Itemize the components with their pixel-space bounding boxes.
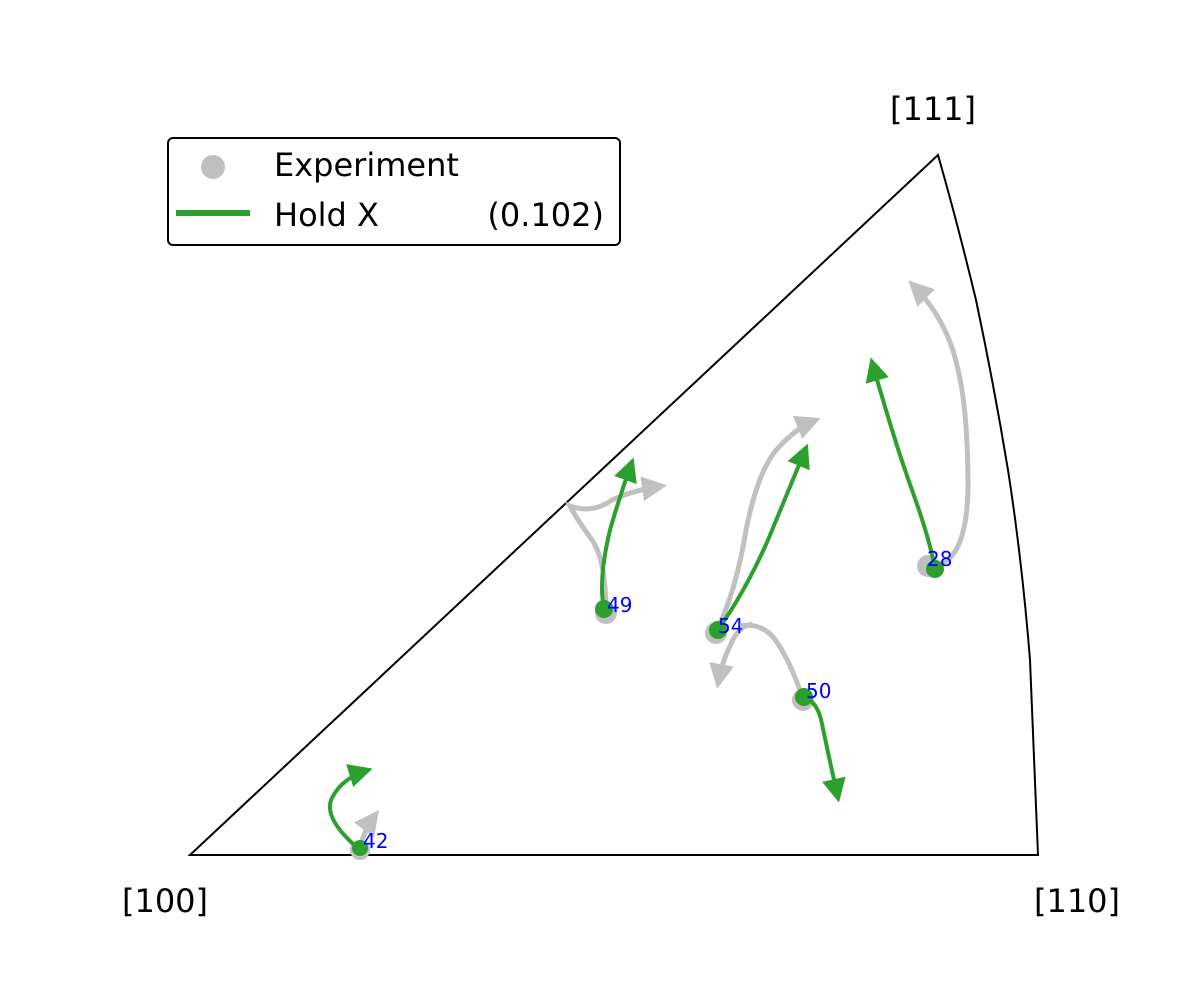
- grain-50: 50: [739, 622, 846, 803]
- model-path: [600, 457, 637, 610]
- legend: Experiment Hold X (0.102): [167, 137, 621, 246]
- model-path: [327, 764, 373, 852]
- legend-model-label: Hold X: [274, 196, 379, 234]
- experiment-path: [739, 622, 806, 700]
- grain-label: 28: [927, 547, 952, 571]
- grain-54: 54: [705, 415, 821, 689]
- grain-label: 50: [806, 679, 831, 703]
- experiment-path: [908, 280, 971, 569]
- model-start-marker: [926, 560, 944, 578]
- model-path: [716, 443, 810, 632]
- grain-28: 28: [865, 280, 971, 578]
- model-path: [865, 357, 937, 570]
- model-path: [803, 695, 846, 803]
- model-start-marker: [595, 600, 613, 618]
- experiment-path-up: [713, 415, 821, 634]
- legend-box: [167, 137, 621, 246]
- grain-42: 42: [327, 764, 388, 860]
- model-start-marker: [352, 840, 368, 856]
- legend-experiment-marker: [201, 155, 225, 179]
- grain-49: 49: [564, 457, 667, 624]
- model-start-marker: [709, 621, 727, 639]
- legend-model-value: (0.102): [487, 196, 604, 234]
- corner-label-110: [110]: [1034, 882, 1120, 920]
- corner-label-111: [111]: [890, 90, 976, 128]
- experiment-path: [564, 476, 667, 614]
- model-start-marker: [795, 688, 813, 706]
- grain-label: 49: [607, 593, 632, 617]
- grain-label: 54: [718, 614, 743, 638]
- legend-experiment-label: Experiment: [274, 146, 459, 184]
- corner-label-100: [100]: [122, 882, 208, 920]
- grain-label: 42: [363, 829, 388, 853]
- stereographic-triangle: [187, 153, 1040, 856]
